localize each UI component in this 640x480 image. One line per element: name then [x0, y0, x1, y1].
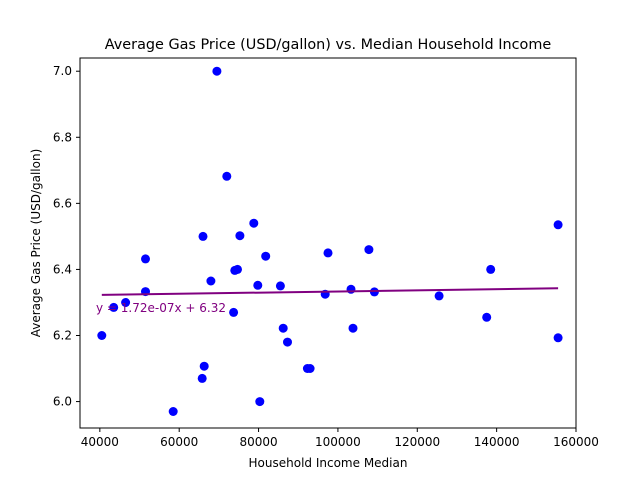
- x-tick-label-5: 140000: [474, 435, 520, 449]
- y-tick-label-0: 6.0: [53, 395, 72, 409]
- data-point-7: [197, 373, 207, 383]
- data-point-27: [323, 248, 333, 258]
- x-tick-label-6: 160000: [553, 435, 599, 449]
- data-point-13: [229, 307, 239, 317]
- data-point-4: [141, 254, 150, 264]
- y-axis-label: Average Gas Price (USD/gallon): [29, 149, 43, 338]
- data-point-32: [434, 291, 444, 301]
- data-point-29: [348, 323, 358, 333]
- data-point-33: [482, 312, 492, 322]
- data-point-2: [109, 302, 119, 312]
- regression-line: [101, 287, 559, 296]
- data-point-9: [199, 361, 209, 371]
- data-point-22: [278, 323, 288, 333]
- data-point-28: [346, 284, 356, 294]
- data-point-6: [168, 407, 178, 416]
- y-tick-label-4: 6.8: [53, 130, 72, 144]
- y-tick-label-5: 7.0: [53, 64, 72, 78]
- data-point-30: [364, 245, 374, 255]
- data-point-25: [305, 364, 315, 373]
- x-tick-label-1: 60000: [160, 435, 198, 449]
- data-point-36: [553, 333, 563, 343]
- x-tick-label-4: 120000: [394, 435, 440, 449]
- y-tick-label-1: 6.2: [53, 329, 72, 343]
- data-point-15: [233, 264, 242, 274]
- data-point-34: [486, 264, 496, 274]
- x-axis: 40000 60000 80000 100000 120000 140000 160000: [81, 428, 599, 449]
- data-point-8: [198, 231, 208, 241]
- data-point-1: [97, 331, 107, 340]
- data-point-18: [253, 280, 263, 290]
- plot-area: [97, 66, 563, 416]
- y-tick-label-3: 6.6: [53, 196, 72, 210]
- data-point-20: [261, 251, 271, 261]
- regression-equation-label: y = 1.72e-07x + 6.32: [96, 301, 226, 315]
- y-tick-label-2: 6.4: [53, 262, 72, 276]
- data-point-11: [212, 66, 222, 76]
- y-axis: 6.0 6.2 6.4 6.6 6.8 7.0: [53, 64, 80, 409]
- data-point-12: [222, 171, 232, 181]
- data-point-19: [255, 397, 265, 407]
- chart-title: Average Gas Price (USD/gallon) vs. Media…: [105, 37, 552, 53]
- x-tick-label-3: 100000: [315, 435, 361, 449]
- data-point-16: [235, 231, 245, 241]
- data-point-10: [206, 276, 216, 286]
- data-point-17: [249, 218, 259, 228]
- data-point-23: [283, 337, 292, 347]
- x-axis-label: Household Income Median: [249, 456, 408, 470]
- plot-frame: [79, 57, 577, 429]
- data-point-3: [121, 298, 131, 307]
- data-point-21: [275, 281, 285, 291]
- x-tick-label-2: 80000: [239, 435, 277, 449]
- data-point-35: [553, 220, 563, 230]
- x-tick-label-0: 40000: [81, 435, 119, 449]
